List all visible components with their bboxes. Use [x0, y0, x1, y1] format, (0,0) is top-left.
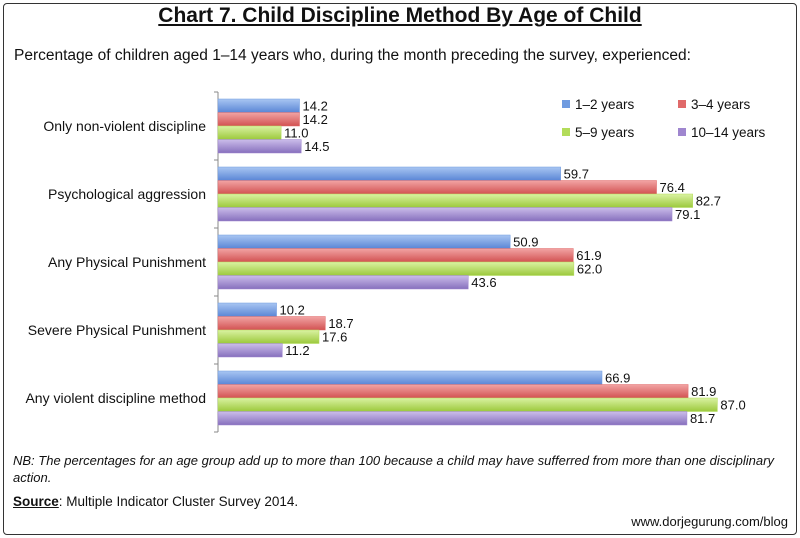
- data-label: 79.1: [675, 207, 700, 222]
- data-label: 50.9: [513, 235, 538, 250]
- legend-swatch: [678, 128, 686, 136]
- data-label: 61.9: [576, 248, 601, 263]
- category-label: Any violent discipline method: [25, 390, 206, 406]
- blog-url: www.dorjegurung.com/blog: [631, 514, 788, 529]
- bar: [217, 329, 320, 344]
- data-label: 82.7: [696, 194, 721, 209]
- bar: [217, 248, 574, 263]
- data-label: 66.9: [605, 371, 630, 386]
- bar: [217, 343, 283, 358]
- bar: [217, 193, 693, 208]
- bar: [217, 384, 689, 399]
- legend-swatch: [562, 100, 570, 108]
- bar: [217, 207, 673, 222]
- chart-subtitle: Percentage of children aged 1–14 years w…: [14, 47, 691, 64]
- bar: [217, 125, 282, 140]
- data-label: 11.2: [285, 343, 309, 358]
- source-text: : Multiple Indicator Cluster Survey 2014…: [58, 494, 299, 509]
- data-label: 18.7: [328, 316, 353, 331]
- data-label: 17.6: [322, 330, 347, 345]
- footnote: NB: The percentages for an age group add…: [13, 453, 774, 485]
- legend-label: 1–2 years: [575, 97, 635, 112]
- data-label: 62.0: [577, 262, 602, 277]
- bar: [217, 112, 300, 127]
- data-label: 14.2: [303, 112, 328, 127]
- bar: [217, 316, 326, 331]
- bar: [217, 234, 511, 249]
- data-label: 81.9: [691, 384, 716, 399]
- bar: [217, 411, 688, 426]
- data-label: 10.2: [280, 303, 305, 318]
- bar: [217, 397, 718, 412]
- bar: [217, 261, 575, 276]
- legend-label: 10–14 years: [691, 125, 766, 140]
- bar: [217, 180, 657, 195]
- legend-label: 5–9 years: [575, 125, 635, 140]
- category-label: Any Physical Punishment: [48, 254, 206, 270]
- chart-title: Chart 7. Child Discipline Method By Age …: [158, 4, 642, 27]
- data-label: 14.5: [304, 139, 329, 154]
- category-label: Only non-violent discipline: [43, 118, 206, 134]
- legend-label: 3–4 years: [691, 97, 751, 112]
- data-label: 59.7: [564, 167, 589, 182]
- data-label: 87.0: [720, 398, 745, 413]
- source-label: Source: [13, 494, 59, 509]
- data-label: 43.6: [471, 275, 496, 290]
- data-label: 14.2: [303, 99, 328, 114]
- source-line: Source: Multiple Indicator Cluster Surve…: [13, 494, 298, 509]
- data-label: 81.7: [690, 411, 715, 426]
- legend-swatch: [678, 100, 686, 108]
- data-label: 11.0: [284, 126, 308, 141]
- bar: [217, 275, 469, 290]
- bar: [217, 139, 302, 154]
- bar: [217, 98, 300, 113]
- legend-swatch: [562, 128, 570, 136]
- bar: [217, 166, 561, 181]
- category-label: Psychological aggression: [48, 186, 206, 202]
- category-label: Severe Physical Punishment: [28, 322, 206, 338]
- bar: [217, 302, 277, 317]
- data-label: 76.4: [660, 180, 685, 195]
- bar: [217, 370, 603, 385]
